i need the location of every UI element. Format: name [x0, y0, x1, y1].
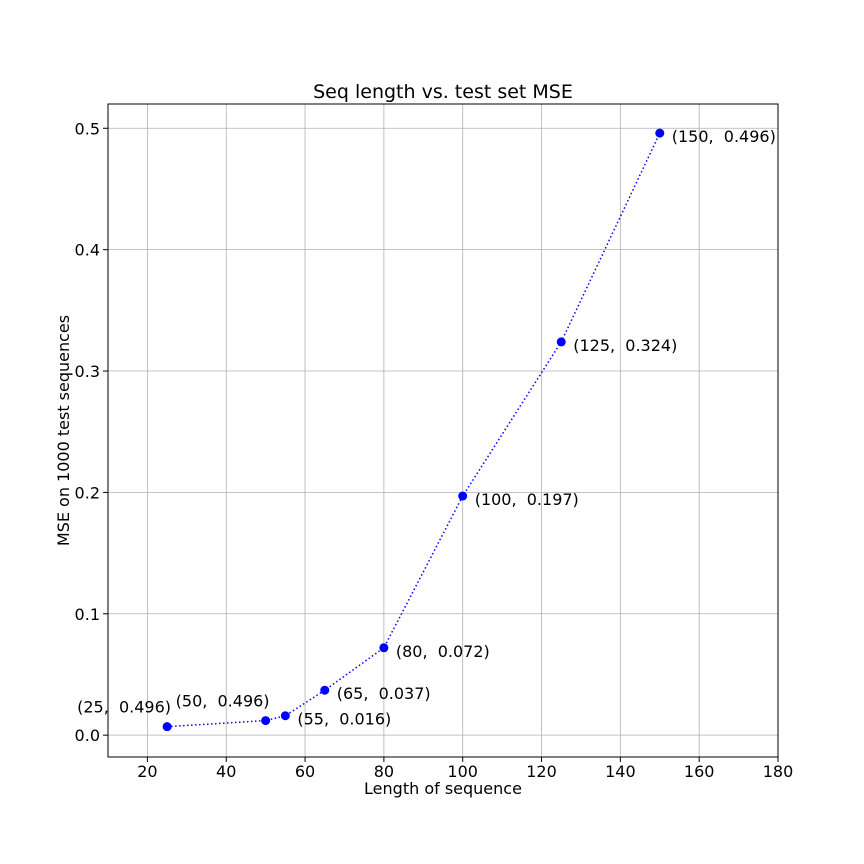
- point-annotation: (100, 0.197): [475, 490, 579, 509]
- point-annotation: (65, 0.037): [337, 684, 431, 703]
- x-tick-label: 80: [374, 762, 394, 781]
- x-axis-label: Length of sequence: [364, 779, 522, 798]
- y-tick-label: 0.0: [75, 726, 100, 745]
- y-axis-label: MSE on 1000 test sequences: [54, 315, 73, 546]
- y-tick-label: 0.1: [75, 605, 100, 624]
- y-tick-label: 0.5: [75, 119, 100, 138]
- chart-title: Seq length vs. test set MSE: [313, 81, 573, 103]
- x-tick-label: 160: [684, 762, 715, 781]
- data-point: [379, 643, 389, 653]
- data-point: [162, 722, 172, 732]
- data-point: [655, 128, 665, 138]
- x-tick-label: 140: [605, 762, 636, 781]
- point-annotation: (50, 0.496): [176, 692, 270, 711]
- data-point: [320, 685, 330, 695]
- x-tick-label: 120: [526, 762, 557, 781]
- y-tick-label: 0.3: [75, 362, 100, 381]
- point-annotation: (25, 0.496): [77, 698, 171, 717]
- annotations: (25, 0.496) (50, 0.496) (55, 0.016) (65, 0.…: [77, 127, 776, 729]
- y-tick-label: 0.4: [75, 241, 100, 260]
- point-annotation: (125, 0.324): [573, 336, 677, 355]
- series-line-group: [162, 128, 665, 732]
- y-tick-label: 0.2: [75, 483, 100, 502]
- data-point: [280, 711, 290, 721]
- data-point: [261, 716, 271, 726]
- x-tick-label: 100: [447, 762, 478, 781]
- point-annotation: (150, 0.496): [672, 127, 776, 146]
- ticks: 20 40 60 80 100 120 140 160 180 0.0 0.1 0.2 0.3 0.4 0.…: [75, 119, 794, 781]
- x-tick-label: 180: [763, 762, 794, 781]
- data-point: [458, 491, 468, 501]
- x-tick-label: 40: [216, 762, 236, 781]
- point-annotation: (80, 0.072): [396, 642, 490, 661]
- x-tick-label: 60: [295, 762, 315, 781]
- plot-frame: [107, 103, 779, 758]
- x-tick-label: 20: [137, 762, 157, 781]
- data-point: [556, 337, 566, 347]
- point-annotation: (55, 0.016): [297, 710, 391, 729]
